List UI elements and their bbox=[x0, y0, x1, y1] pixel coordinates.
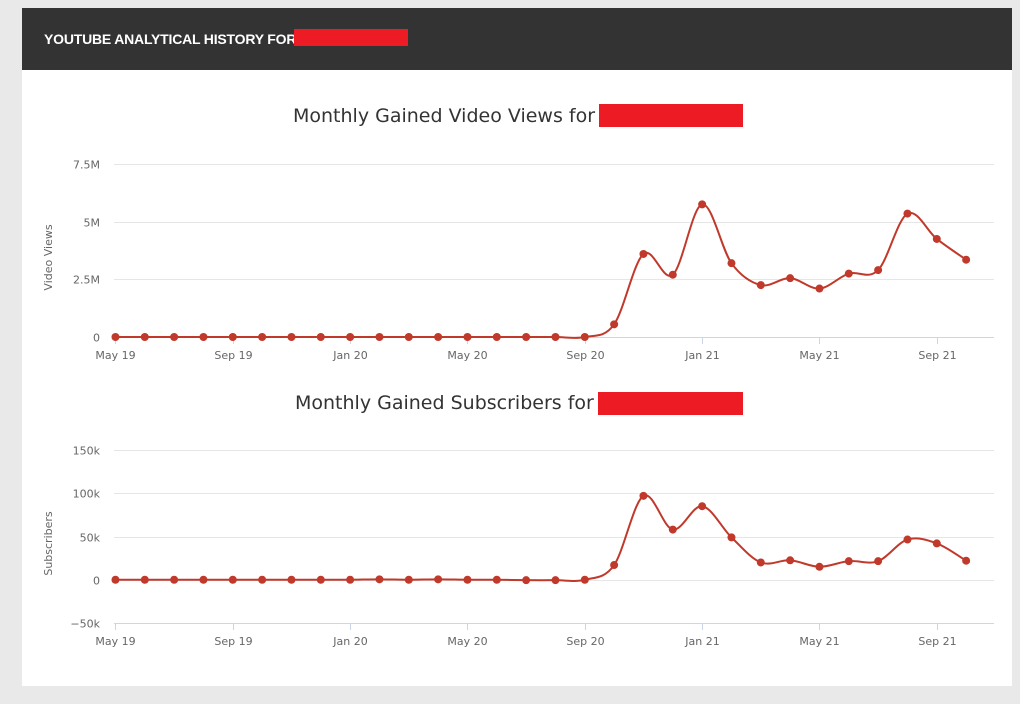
data-point bbox=[844, 557, 853, 566]
y-tick-label: 150k bbox=[73, 445, 101, 458]
data-point bbox=[874, 266, 883, 275]
data-point bbox=[228, 333, 237, 341]
y-tick-label: 5M bbox=[84, 217, 101, 230]
y-tick-label: 100k bbox=[73, 488, 101, 501]
x-tick-label: Jan 21 bbox=[684, 349, 719, 362]
data-point bbox=[610, 561, 619, 570]
data-point bbox=[786, 556, 795, 565]
data-point bbox=[522, 576, 531, 585]
data-point bbox=[404, 333, 413, 341]
series-line bbox=[115, 494, 967, 582]
data-point bbox=[932, 539, 941, 548]
data-point bbox=[698, 200, 707, 209]
data-point bbox=[551, 576, 560, 585]
data-point bbox=[668, 525, 677, 534]
data-point bbox=[727, 259, 736, 268]
data-point bbox=[375, 575, 384, 584]
series-line bbox=[115, 203, 967, 339]
data-point bbox=[492, 575, 501, 584]
subscribers-title-redaction bbox=[598, 392, 743, 415]
x-tick-label: Sep 20 bbox=[566, 635, 604, 648]
subscribers-chart: −50k 0 50k 100k 150k May 19 Sep 19 Jan 20 May 20… bbox=[42, 445, 994, 648]
data-point bbox=[199, 575, 208, 584]
x-tick-label: Sep 20 bbox=[566, 349, 604, 362]
data-point bbox=[258, 333, 267, 341]
data-point bbox=[903, 209, 912, 218]
x-tick-label: Sep 19 bbox=[214, 349, 252, 362]
page-header: YOUTUBE ANALYTICAL HISTORY FOR bbox=[22, 8, 1012, 70]
data-point bbox=[668, 270, 677, 279]
data-point bbox=[228, 575, 237, 584]
data-point bbox=[962, 255, 971, 264]
data-point bbox=[874, 557, 883, 566]
page-title: YOUTUBE ANALYTICAL HISTORY FOR bbox=[44, 31, 297, 47]
data-point bbox=[316, 575, 325, 584]
data-point bbox=[727, 533, 736, 542]
data-point bbox=[463, 575, 472, 584]
channel-name-redaction bbox=[294, 29, 408, 46]
data-point bbox=[756, 558, 765, 567]
data-point bbox=[375, 333, 384, 341]
data-point bbox=[903, 535, 912, 544]
y-tick-label: 0 bbox=[93, 332, 100, 345]
data-point bbox=[140, 333, 149, 341]
y-axis-title: Video Views bbox=[42, 224, 55, 290]
data-point bbox=[610, 320, 619, 329]
data-point bbox=[786, 274, 795, 283]
data-point bbox=[962, 556, 971, 565]
data-point bbox=[639, 491, 648, 500]
data-point bbox=[844, 269, 853, 278]
data-point bbox=[756, 281, 765, 290]
data-point bbox=[170, 575, 179, 584]
data-point bbox=[287, 333, 296, 341]
views-title-redaction bbox=[599, 104, 743, 127]
x-tick-label: May 19 bbox=[95, 635, 135, 648]
data-point bbox=[199, 333, 208, 341]
x-tick-label: May 20 bbox=[447, 635, 487, 648]
y-tick-label: 50k bbox=[80, 532, 101, 545]
subscribers-chart-title: Monthly Gained Subscribers for bbox=[295, 392, 594, 414]
y-axis-title: Subscribers bbox=[42, 511, 55, 576]
x-tick-label: May 21 bbox=[799, 349, 839, 362]
analytics-panel: YOUTUBE ANALYTICAL HISTORY FOR Monthly G… bbox=[22, 8, 1012, 686]
y-tick-label: 7.5M bbox=[73, 159, 100, 172]
data-point bbox=[111, 575, 120, 584]
data-point bbox=[580, 333, 589, 341]
y-tick-label: 2.5M bbox=[73, 274, 100, 287]
x-tick-label: Jan 20 bbox=[332, 349, 367, 362]
data-point bbox=[639, 249, 648, 258]
data-point bbox=[346, 333, 355, 341]
x-tick-label: Sep 21 bbox=[918, 349, 956, 362]
data-point bbox=[698, 502, 707, 511]
data-point bbox=[580, 575, 589, 584]
x-tick-label: Sep 19 bbox=[214, 635, 252, 648]
data-point bbox=[522, 333, 531, 341]
data-point bbox=[404, 575, 413, 584]
y-tick-label: −50k bbox=[70, 618, 100, 631]
data-point bbox=[463, 333, 472, 341]
data-point bbox=[316, 333, 325, 341]
x-tick-label: May 20 bbox=[447, 349, 487, 362]
data-point bbox=[287, 575, 296, 584]
x-tick-label: Jan 21 bbox=[684, 635, 719, 648]
data-point bbox=[551, 333, 560, 341]
data-point bbox=[815, 284, 824, 293]
data-point bbox=[258, 575, 267, 584]
data-point bbox=[434, 333, 443, 341]
views-chart: 0 2.5M 5M 7.5M May 19 Sep 19 Jan 20 May 20 Sep 2… bbox=[42, 159, 994, 362]
data-point bbox=[140, 575, 149, 584]
views-chart-title: Monthly Gained Video Views for bbox=[293, 105, 596, 127]
data-point bbox=[346, 575, 355, 584]
x-tick-label: Jan 20 bbox=[332, 635, 367, 648]
data-point bbox=[815, 562, 824, 571]
x-tick-label: May 19 bbox=[95, 349, 135, 362]
data-point bbox=[434, 575, 443, 584]
data-point bbox=[111, 333, 120, 341]
data-point bbox=[492, 333, 501, 341]
data-point bbox=[170, 333, 179, 341]
data-point bbox=[932, 234, 941, 243]
x-tick-label: Sep 21 bbox=[918, 635, 956, 648]
x-tick-label: May 21 bbox=[799, 635, 839, 648]
y-tick-label: 0 bbox=[93, 575, 100, 588]
